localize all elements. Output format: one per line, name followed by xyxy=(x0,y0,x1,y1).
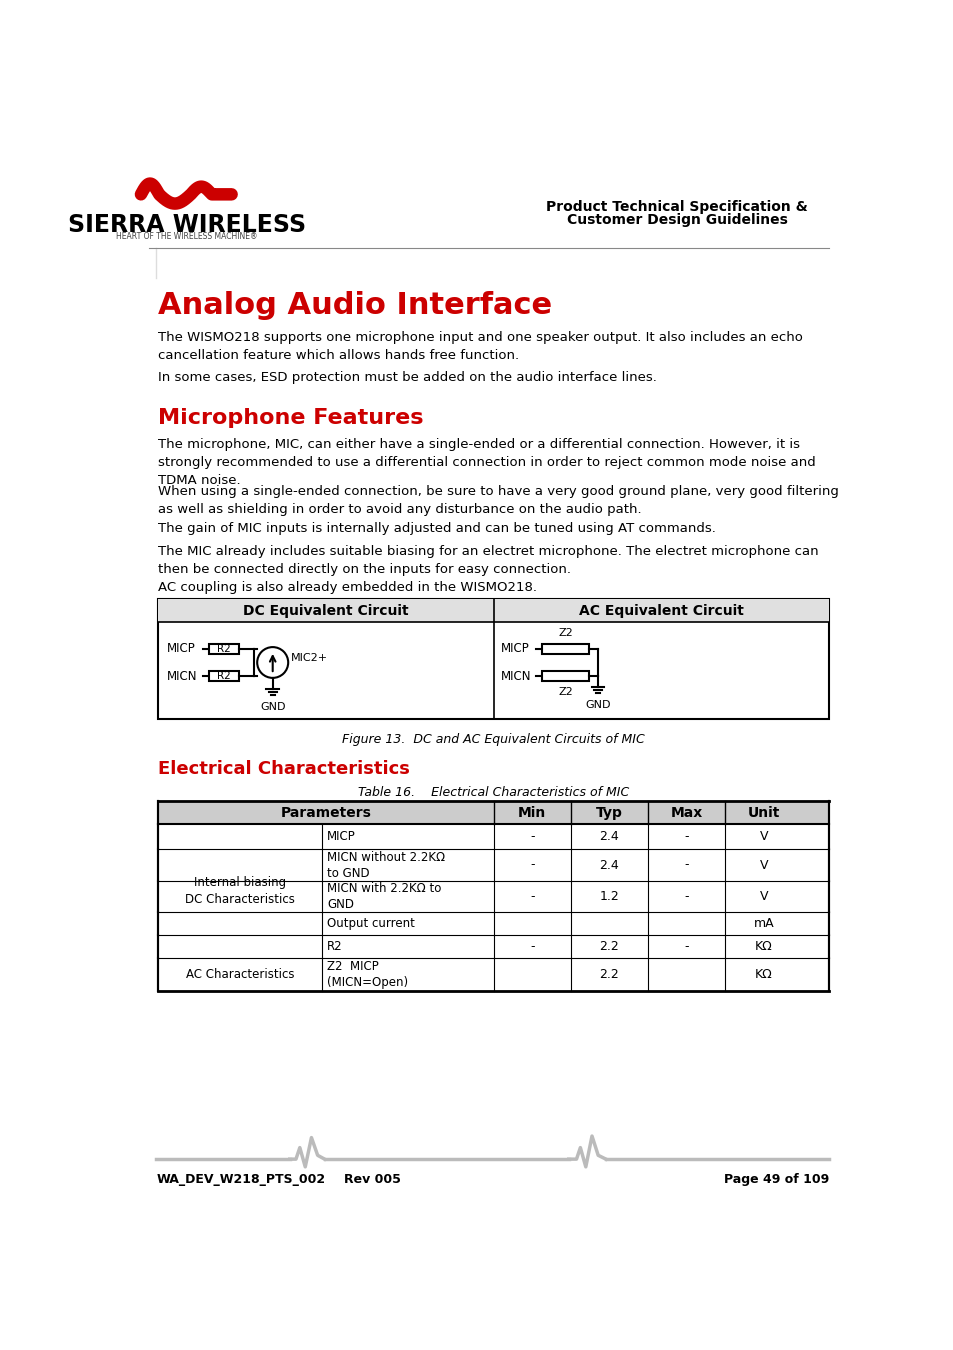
Text: -: - xyxy=(683,890,688,903)
Text: MICN without 2.2KΩ
to GND: MICN without 2.2KΩ to GND xyxy=(327,850,445,879)
Text: MICP: MICP xyxy=(167,643,196,655)
Bar xyxy=(493,599,828,622)
Bar xyxy=(158,801,828,825)
Text: Z2: Z2 xyxy=(558,687,573,697)
Text: AC Characteristics: AC Characteristics xyxy=(186,968,294,981)
Text: Unit: Unit xyxy=(747,806,780,819)
Text: Internal biasing
DC Characteristics: Internal biasing DC Characteristics xyxy=(185,876,294,906)
Text: -: - xyxy=(683,940,688,953)
Text: V: V xyxy=(759,830,767,842)
Text: MIC2+: MIC2+ xyxy=(291,653,328,663)
Text: MICP: MICP xyxy=(500,643,530,655)
Text: Figure 13.  DC and AC Equivalent Circuits of MIC: Figure 13. DC and AC Equivalent Circuits… xyxy=(342,733,644,745)
Text: The microphone, MIC, can either have a single-ended or a differential connection: The microphone, MIC, can either have a s… xyxy=(158,437,815,486)
Text: GND: GND xyxy=(585,701,610,710)
Text: MICN with 2.2KΩ to
GND: MICN with 2.2KΩ to GND xyxy=(327,882,441,911)
Text: -: - xyxy=(529,940,534,953)
Text: 1.2: 1.2 xyxy=(598,890,618,903)
Text: V: V xyxy=(759,859,767,872)
Text: HEART OF THE WIRELESS MACHINE®: HEART OF THE WIRELESS MACHINE® xyxy=(116,232,257,242)
Text: -: - xyxy=(529,859,534,872)
Text: R2: R2 xyxy=(216,644,231,653)
Text: Analog Audio Interface: Analog Audio Interface xyxy=(158,292,552,320)
Text: Z2: Z2 xyxy=(558,628,573,637)
Text: Product Technical Specification &: Product Technical Specification & xyxy=(546,200,807,213)
Text: When using a single-ended connection, be sure to have a very good ground plane, : When using a single-ended connection, be… xyxy=(158,486,838,517)
Text: -: - xyxy=(529,890,534,903)
Text: Min: Min xyxy=(517,806,546,819)
Text: AC coupling is also already embedded in the WISMO218.: AC coupling is also already embedded in … xyxy=(158,580,537,594)
Bar xyxy=(158,936,828,958)
Text: R2: R2 xyxy=(327,940,342,953)
Text: The gain of MIC inputs is internally adjusted and can be tuned using AT commands: The gain of MIC inputs is internally adj… xyxy=(158,522,715,536)
Bar xyxy=(158,913,828,936)
Bar xyxy=(158,599,828,718)
Text: Typ: Typ xyxy=(596,806,622,819)
Text: -: - xyxy=(529,830,534,842)
Bar xyxy=(542,671,588,682)
Text: MICN: MICN xyxy=(167,670,197,683)
Text: The WISMO218 supports one microphone input and one speaker output. It also inclu: The WISMO218 supports one microphone inp… xyxy=(158,331,802,362)
Text: Parameters: Parameters xyxy=(280,806,371,819)
Text: DC Equivalent Circuit: DC Equivalent Circuit xyxy=(243,603,408,618)
Text: -: - xyxy=(683,859,688,872)
Text: 2.4: 2.4 xyxy=(598,859,618,872)
Text: Output current: Output current xyxy=(327,917,415,930)
Text: Z2  MICP
(MICN=Open): Z2 MICP (MICN=Open) xyxy=(327,960,408,988)
Bar xyxy=(158,849,828,882)
Text: MICP: MICP xyxy=(327,830,355,842)
Bar xyxy=(209,644,238,653)
Text: Max: Max xyxy=(670,806,702,819)
Bar xyxy=(158,599,493,622)
Text: In some cases, ESD protection must be added on the audio interface lines.: In some cases, ESD protection must be ad… xyxy=(158,371,657,385)
Bar xyxy=(158,958,828,991)
Text: Rev 005: Rev 005 xyxy=(344,1173,400,1187)
Text: mA: mA xyxy=(753,917,773,930)
Text: 2.2: 2.2 xyxy=(598,968,618,981)
Text: SIERRA WIRELESS: SIERRA WIRELESS xyxy=(68,213,305,238)
Bar xyxy=(542,644,588,653)
Text: Electrical Characteristics: Electrical Characteristics xyxy=(158,760,410,779)
Bar xyxy=(158,882,828,913)
Text: Customer Design Guidelines: Customer Design Guidelines xyxy=(566,213,787,227)
Text: WA_DEV_W218_PTS_002: WA_DEV_W218_PTS_002 xyxy=(156,1173,325,1187)
Text: Microphone Features: Microphone Features xyxy=(158,409,423,428)
Text: 2.4: 2.4 xyxy=(598,830,618,842)
Text: AC Equivalent Circuit: AC Equivalent Circuit xyxy=(578,603,743,618)
Text: Table 16.    Electrical Characteristics of MIC: Table 16. Electrical Characteristics of … xyxy=(357,786,629,799)
Text: R2: R2 xyxy=(216,671,231,682)
Text: KΩ: KΩ xyxy=(754,968,772,981)
Bar xyxy=(158,825,828,849)
Text: The MIC already includes suitable biasing for an electret microphone. The electr: The MIC already includes suitable biasin… xyxy=(158,545,818,576)
Text: GND: GND xyxy=(259,702,285,711)
Text: V: V xyxy=(759,890,767,903)
Text: 2.2: 2.2 xyxy=(598,940,618,953)
Text: -: - xyxy=(683,830,688,842)
Text: KΩ: KΩ xyxy=(754,940,772,953)
Text: MICN: MICN xyxy=(500,670,531,683)
Text: Page 49 of 109: Page 49 of 109 xyxy=(723,1173,828,1187)
Bar xyxy=(209,671,238,682)
